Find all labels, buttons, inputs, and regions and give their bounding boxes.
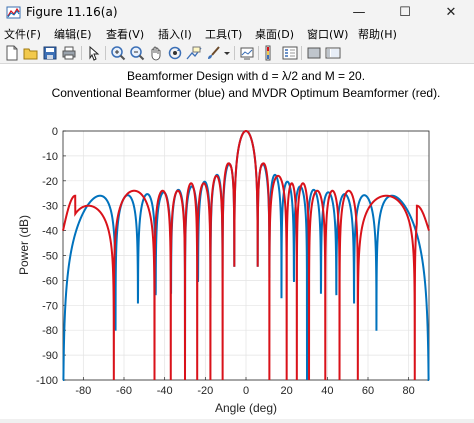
y-axis-label: Power (dB): [17, 215, 31, 275]
data-cursor-icon[interactable]: [186, 45, 202, 61]
grid: [63, 130, 429, 381]
x-tick-label: -80: [75, 385, 91, 397]
pan-icon[interactable]: [148, 45, 164, 61]
x-tick-label: 60: [362, 385, 374, 397]
title-bar[interactable]: Figure 11.16(a) — ☐ ✕: [0, 0, 474, 25]
close-button[interactable]: ✕: [428, 0, 474, 25]
menu-tools[interactable]: 工具(T): [205, 28, 243, 41]
zoom-in-icon[interactable]: [110, 45, 126, 61]
window-title: Figure 11.16(a): [26, 5, 118, 19]
menu-desktop[interactable]: 桌面(D): [255, 28, 295, 41]
tick-labels: -80 -60 -40 -20 0 20 40 60 80 0 -10 -20 -30 -40 -50 -60…: [36, 126, 415, 397]
close-icon: ✕: [445, 5, 457, 20]
y-tick-label: -40: [42, 226, 58, 238]
toolbar-separator: [301, 46, 302, 60]
series-group: [62, 130, 430, 381]
y-tick-label: -80: [42, 325, 58, 337]
x-tick-label: 20: [281, 385, 293, 397]
x-axis-label: Angle (deg): [215, 401, 277, 415]
zoom-out-icon[interactable]: [129, 45, 145, 61]
minimize-icon: —: [352, 5, 366, 20]
menu-file[interactable]: 文件(F): [4, 28, 41, 41]
y-tick-label: -60: [42, 275, 58, 287]
toolbar-separator: [81, 46, 82, 60]
menu-insert[interactable]: 插入(I): [158, 28, 192, 41]
x-tick-label: -20: [197, 385, 213, 397]
chart-title-line1: Beamformer Design with d = λ/2 and M = 2…: [127, 69, 365, 83]
x-tick-label: 80: [403, 385, 415, 397]
menu-window[interactable]: 窗口(W): [307, 28, 349, 41]
rotate-3d-icon[interactable]: [167, 45, 183, 61]
x-tick-label: 0: [243, 385, 249, 397]
print-icon[interactable]: [61, 45, 77, 61]
mvdr-beamformer-line: [62, 130, 430, 381]
chart-title-line2: Conventional Beamformer (blue) and MVDR …: [52, 86, 441, 100]
new-figure-icon[interactable]: [4, 45, 20, 61]
figure-canvas: -80 -60 -40 -20 0 20 40 60 80 0 -10 -20 -30 -40 -50 -60…: [0, 64, 474, 419]
insert-legend-icon[interactable]: [282, 45, 298, 61]
y-tick-label: -90: [42, 350, 58, 362]
y-tick-label: 0: [52, 126, 58, 138]
maximize-button[interactable]: ☐: [382, 0, 428, 25]
figure-toolbar: [0, 43, 474, 64]
menu-view[interactable]: 查看(V): [106, 28, 145, 41]
menu-edit[interactable]: 编辑(E): [54, 28, 92, 41]
x-tick-label: -40: [157, 385, 173, 397]
y-tick-label: -100: [36, 375, 58, 387]
hide-plot-tools-icon[interactable]: [306, 45, 322, 61]
minimize-button[interactable]: —: [336, 0, 382, 25]
link-plot-icon[interactable]: [239, 45, 255, 61]
plot-svg: -80 -60 -40 -20 0 20 40 60 80 0 -10 -20 -30 -40 -50 -60…: [17, 69, 441, 415]
arrow-select-icon[interactable]: [86, 45, 102, 61]
maximize-icon: ☐: [399, 5, 411, 20]
show-plot-tools-icon[interactable]: [325, 45, 341, 61]
y-tick-label: -70: [42, 300, 58, 312]
x-tick-label: 40: [321, 385, 333, 397]
y-tick-label: -50: [42, 251, 58, 263]
open-file-icon[interactable]: [23, 45, 39, 61]
toolbar-separator: [258, 46, 259, 60]
toolbar-separator: [234, 46, 235, 60]
save-icon[interactable]: [42, 45, 58, 61]
chevron-down-icon[interactable]: [222, 45, 232, 61]
brush-icon[interactable]: [205, 45, 221, 61]
menu-help[interactable]: 帮助(H): [358, 28, 397, 41]
x-tick-label: -60: [116, 385, 132, 397]
insert-colorbar-icon[interactable]: [263, 45, 279, 61]
menu-bar: 文件(F) 编辑(E) 查看(V) 插入(I) 工具(T) 桌面(D) 窗口(W…: [0, 25, 474, 43]
y-tick-label: -30: [42, 201, 58, 213]
toolbar-separator: [105, 46, 106, 60]
y-tick-label: -10: [42, 151, 58, 163]
y-tick-label: -20: [42, 176, 58, 188]
matlab-figure-icon: [6, 6, 21, 19]
